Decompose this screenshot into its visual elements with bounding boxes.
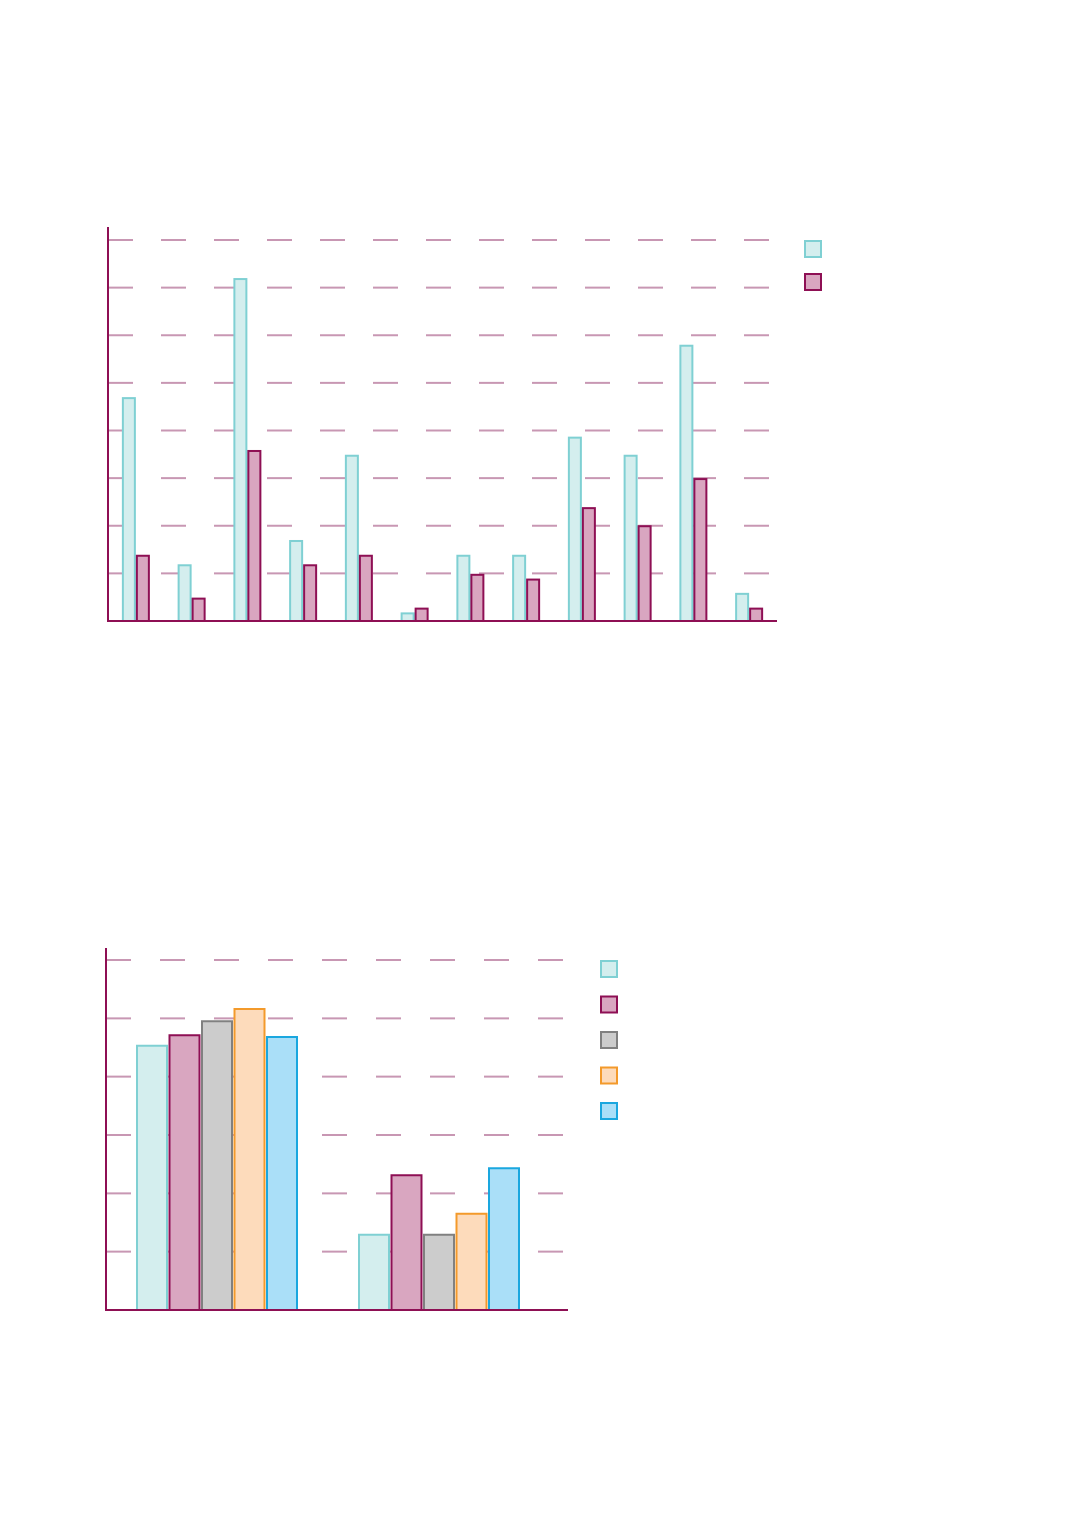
bar-series-1-cat-7 [456, 554, 471, 622]
bar-series-1-cat-10 [623, 454, 638, 622]
chart-2 [105, 948, 618, 1311]
bar-series-1-cat-1 [136, 1044, 168, 1311]
bar-series-1-cat-8 [512, 554, 527, 622]
bar-series-2-cat-1 [168, 1034, 201, 1311]
bar-series-1-cat-5 [344, 454, 359, 622]
bar-series-2-cat-8 [526, 578, 541, 622]
bar-series-1-cat-3 [233, 278, 248, 622]
bar-series-1-cat-2 [358, 1233, 390, 1311]
legend-swatch-2 [600, 995, 618, 1014]
bar-series-1-cat-6 [400, 612, 415, 623]
bar-series-2-cat-6 [414, 607, 429, 622]
bar-series-2-cat-11 [693, 478, 708, 623]
bar-series-2-cat-2 [390, 1174, 423, 1311]
bar-series-2-cat-12 [749, 607, 764, 622]
bar-series-2-cat-10 [637, 525, 652, 623]
legend-swatch-5 [600, 1102, 618, 1120]
legend-swatch-2 [804, 273, 822, 291]
bar-series-2-cat-9 [581, 507, 596, 622]
bar-series-2-cat-5 [358, 554, 373, 622]
bar-series-1-cat-11 [679, 344, 694, 622]
bar-series-4-cat-2 [455, 1212, 488, 1311]
chart-1 [107, 227, 822, 623]
bar-series-3-cat-2 [423, 1233, 455, 1311]
bar-series-2-cat-7 [470, 573, 485, 623]
bar-series-2-cat-1 [135, 554, 150, 622]
bar-series-1-cat-2 [177, 564, 192, 622]
bar-series-2-cat-2 [191, 597, 206, 623]
bar-series-5-cat-2 [488, 1167, 520, 1311]
bar-series-3-cat-1 [201, 1020, 233, 1311]
bar-series-1-cat-1 [121, 397, 136, 622]
legend-swatch-1 [804, 240, 822, 258]
bar-series-2-cat-4 [303, 564, 318, 622]
bar-series-2-cat-3 [247, 449, 262, 623]
legend-swatch-3 [600, 1031, 618, 1049]
bar-series-1-cat-4 [289, 539, 304, 622]
bar-series-4-cat-1 [233, 1008, 266, 1311]
legend-swatch-1 [600, 960, 618, 978]
bar-series-1-cat-9 [567, 436, 582, 622]
bar-series-1-cat-12 [735, 592, 750, 623]
legend-swatch-4 [600, 1066, 618, 1085]
bar-series-5-cat-1 [266, 1036, 298, 1311]
